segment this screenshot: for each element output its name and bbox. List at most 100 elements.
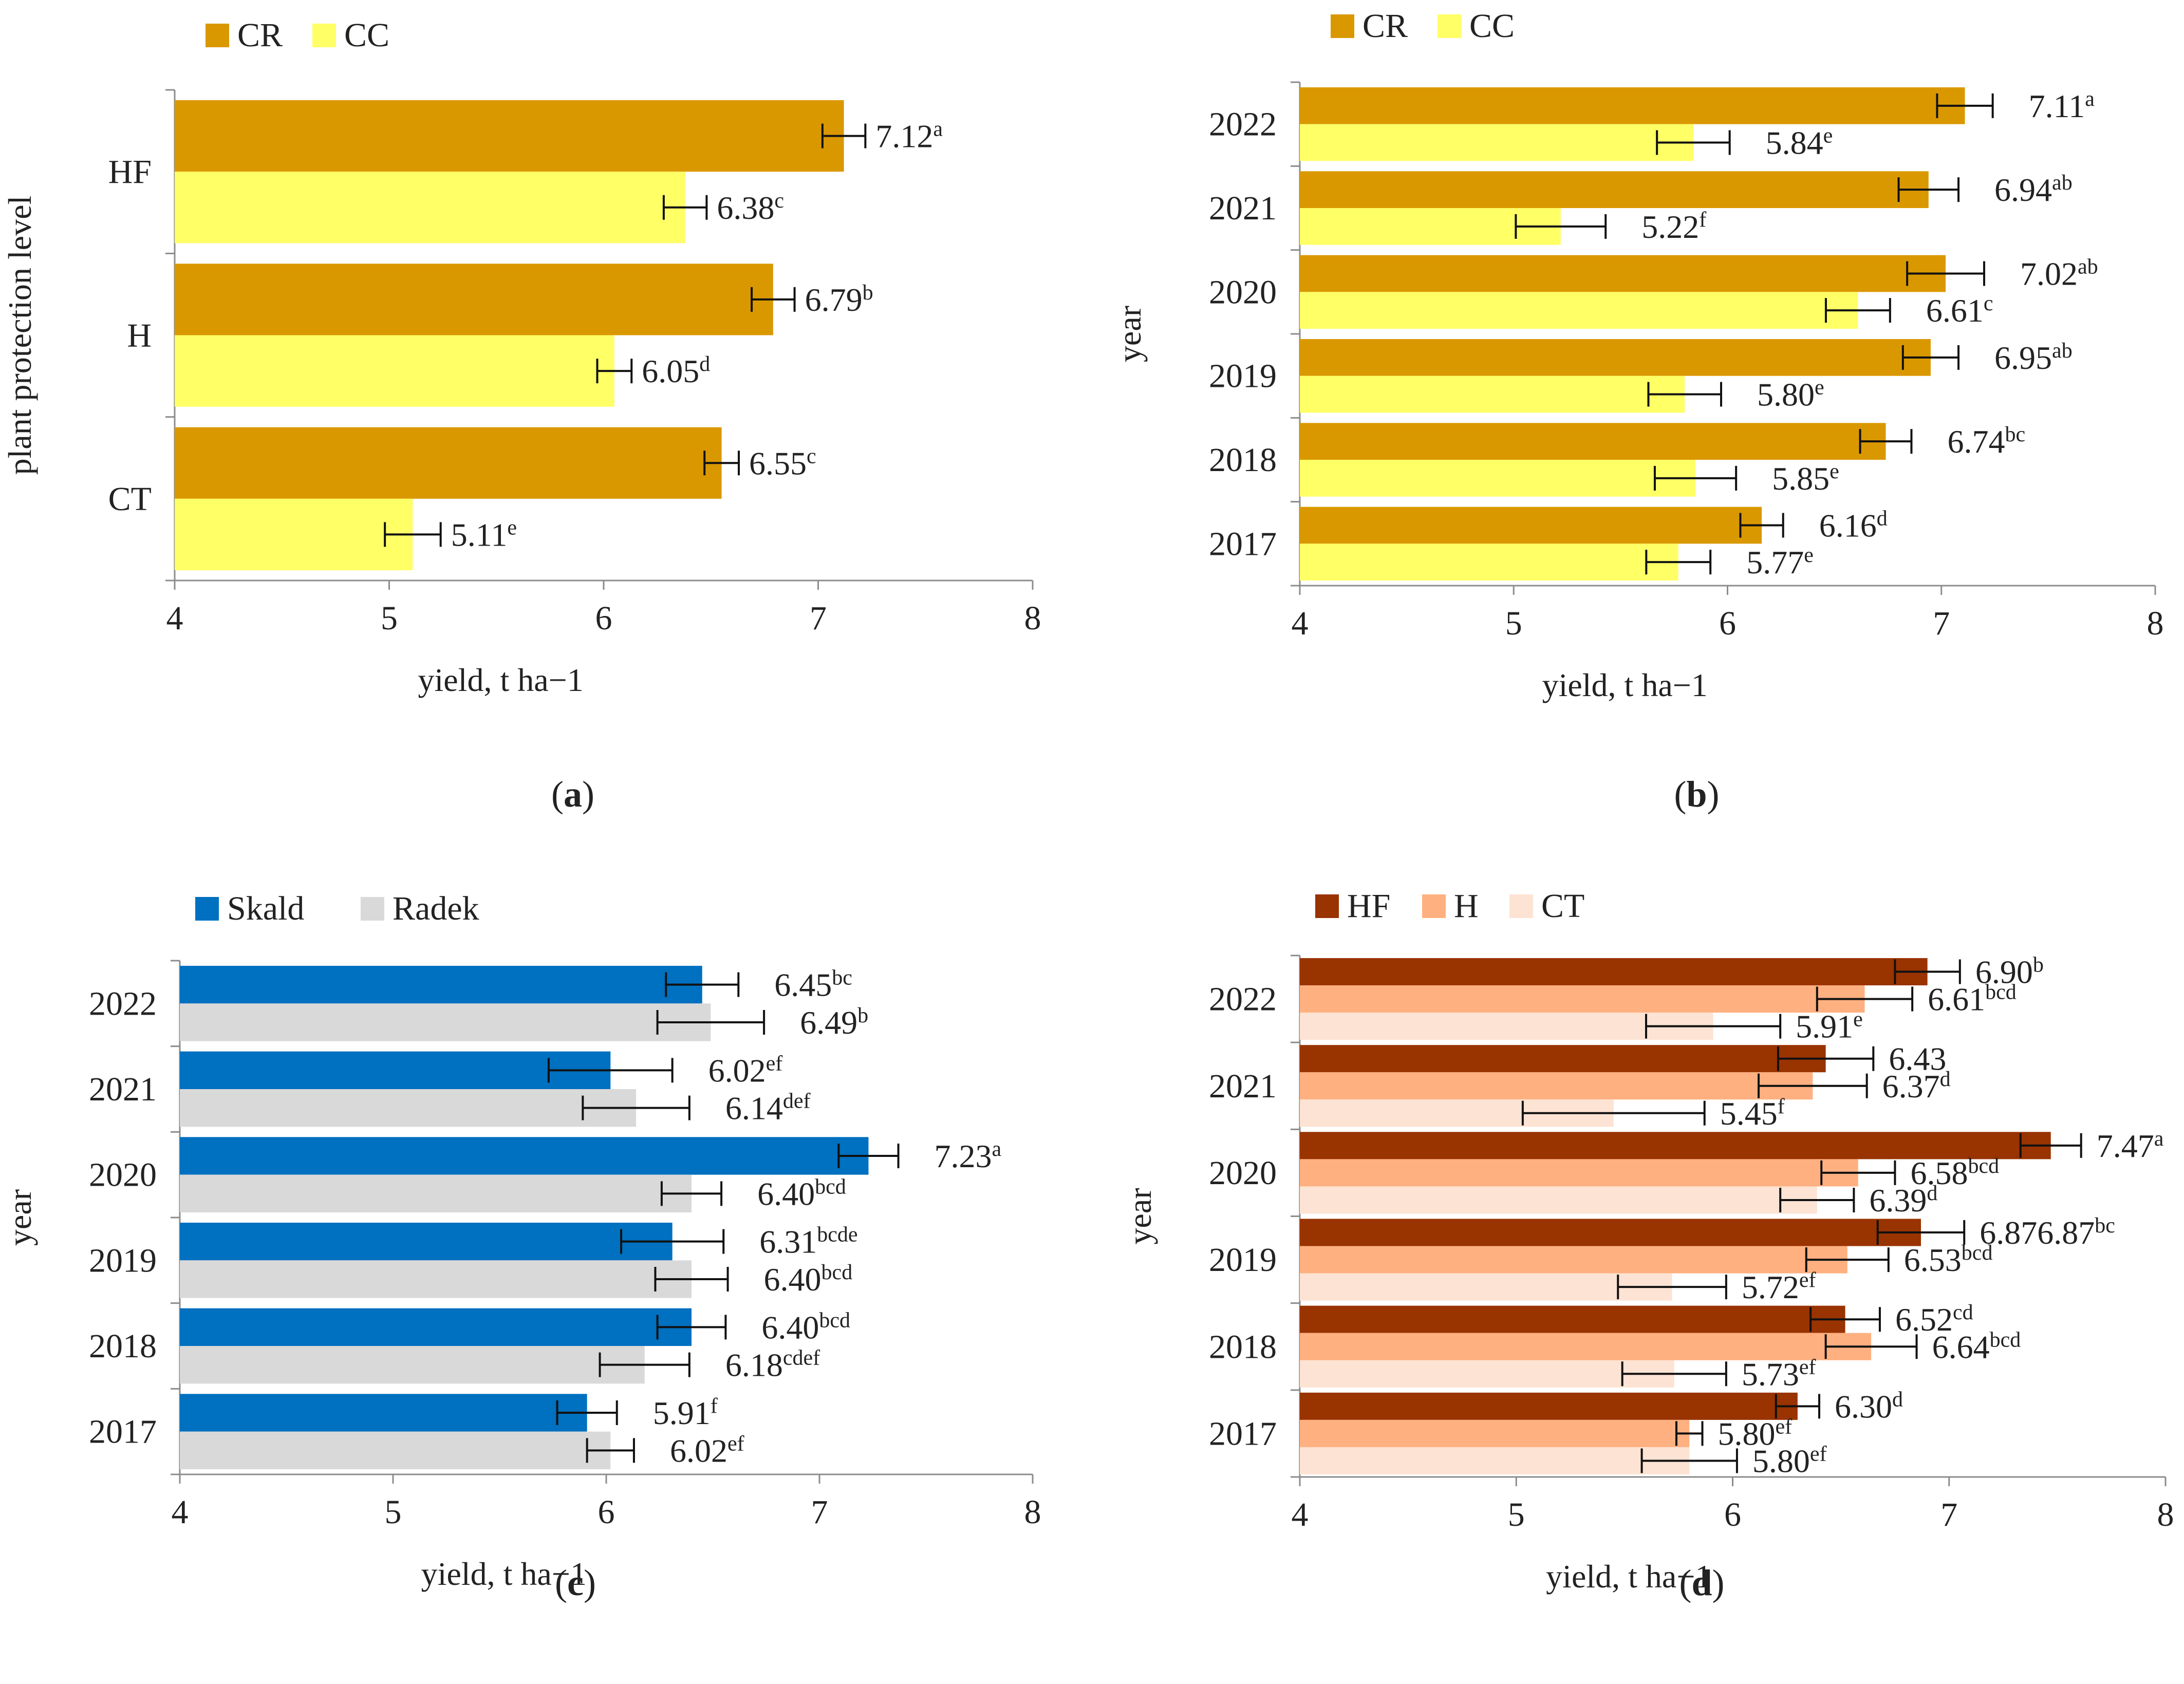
significance-letter: a bbox=[992, 1137, 1002, 1161]
bar bbox=[1300, 460, 1696, 497]
y-axis-label: year bbox=[2, 1189, 38, 1246]
data-label: 7.12a bbox=[875, 118, 943, 155]
significance-letter: bc bbox=[2095, 1214, 2115, 1238]
panel-label: (b) bbox=[1674, 774, 1719, 815]
category-label: 2020 bbox=[89, 1156, 157, 1194]
significance-letter: bc bbox=[2005, 423, 2025, 446]
bar bbox=[1300, 507, 1762, 544]
bar bbox=[1300, 1360, 1674, 1388]
x-tick-label: 6 bbox=[1719, 605, 1736, 642]
data-label: 6.64bcd bbox=[1932, 1328, 2021, 1365]
bar bbox=[1300, 1159, 1858, 1187]
significance-letter: a bbox=[2085, 87, 2095, 111]
category-label: H bbox=[127, 317, 152, 354]
data-label: 6.05d bbox=[642, 352, 710, 389]
bar bbox=[1300, 292, 1858, 329]
legend-label: Skald bbox=[227, 890, 304, 927]
data-label: 6.40bcd bbox=[764, 1261, 853, 1298]
category-label: 2017 bbox=[1209, 1415, 1277, 1452]
bar bbox=[1300, 1419, 1690, 1447]
x-tick-label: 5 bbox=[381, 600, 398, 637]
data-label: 6.38c bbox=[717, 189, 784, 226]
legend-swatch bbox=[195, 897, 219, 921]
bar bbox=[1300, 1132, 2051, 1159]
x-tick-label: 6 bbox=[595, 600, 612, 637]
category-label: 2021 bbox=[1209, 190, 1277, 227]
x-axis-label: yield, t ha−1 bbox=[1542, 667, 1708, 703]
significance-letter: cdef bbox=[783, 1346, 820, 1370]
significance-letter: ef bbox=[766, 1052, 783, 1075]
data-label: 6.876.87bc bbox=[1980, 1214, 2115, 1251]
legend-label: CR bbox=[1362, 7, 1408, 45]
x-tick-label: 7 bbox=[1940, 1496, 1957, 1533]
significance-letter: c bbox=[1984, 292, 1993, 315]
bar bbox=[180, 1003, 711, 1041]
significance-letter: f bbox=[1778, 1095, 1785, 1118]
category-label: 2019 bbox=[89, 1242, 157, 1279]
bar bbox=[1300, 255, 1946, 292]
significance-letter: d bbox=[1892, 1388, 1903, 1411]
x-axis-label: yield, t ha−1 bbox=[421, 1556, 587, 1592]
bar bbox=[1300, 544, 1678, 581]
category-label: 2018 bbox=[1209, 1328, 1277, 1365]
legend-label: CC bbox=[1469, 7, 1515, 45]
category-label: 2022 bbox=[1209, 981, 1277, 1018]
data-label: 5.80ef bbox=[1752, 1442, 1827, 1479]
category-label: 2020 bbox=[1209, 1154, 1277, 1192]
legend-swatch bbox=[361, 897, 384, 921]
x-tick-label: 5 bbox=[1505, 605, 1522, 642]
category-label: 2019 bbox=[1209, 358, 1277, 395]
bar bbox=[1300, 124, 1693, 161]
significance-letter: cd bbox=[1953, 1301, 1973, 1324]
significance-letter: ef bbox=[1799, 1268, 1816, 1292]
bar bbox=[1300, 1072, 1813, 1100]
x-tick-label: 4 bbox=[1292, 1496, 1309, 1533]
bar bbox=[1300, 171, 1929, 208]
legend-swatch bbox=[1509, 894, 1533, 918]
significance-letter: bcd bbox=[815, 1175, 846, 1199]
significance-letter: f bbox=[711, 1394, 718, 1418]
data-label: 5.91e bbox=[1796, 1008, 1863, 1045]
bar bbox=[1300, 1305, 1845, 1333]
panel-label: (c) bbox=[555, 1562, 596, 1603]
x-tick-label: 8 bbox=[2157, 1496, 2174, 1533]
significance-letter: b bbox=[2033, 953, 2044, 977]
data-label: 6.43 bbox=[1889, 1041, 1946, 1077]
significance-letter: ef bbox=[727, 1432, 744, 1455]
x-tick-label: 8 bbox=[1024, 600, 1041, 637]
data-label: 5.91f bbox=[653, 1394, 718, 1431]
bar bbox=[180, 1051, 611, 1089]
category-label: 2020 bbox=[1209, 273, 1277, 311]
significance-letter: c bbox=[807, 444, 816, 468]
bar bbox=[180, 1260, 692, 1298]
data-label: 6.55c bbox=[749, 444, 816, 481]
significance-letter: e bbox=[1830, 460, 1839, 483]
bar bbox=[180, 1431, 611, 1469]
category-label: 2021 bbox=[1209, 1068, 1277, 1105]
data-label: 6.49b bbox=[800, 1004, 868, 1041]
legend-label: CT bbox=[1541, 887, 1584, 925]
x-tick-label: 7 bbox=[810, 600, 827, 637]
data-label: 5.77e bbox=[1746, 544, 1814, 581]
category-label: 2021 bbox=[89, 1071, 157, 1108]
significance-letter: ab bbox=[2052, 171, 2073, 195]
significance-letter: d bbox=[1877, 507, 1888, 531]
data-label: 5.22f bbox=[1641, 208, 1706, 245]
legend-label: CR bbox=[237, 16, 283, 54]
x-tick-label: 4 bbox=[166, 600, 183, 637]
data-label: 6.02ef bbox=[670, 1432, 744, 1469]
legend-swatch bbox=[1422, 894, 1446, 918]
data-label: 5.85e bbox=[1772, 460, 1839, 497]
bar bbox=[1300, 958, 1928, 986]
data-label: 7.11a bbox=[2029, 87, 2095, 124]
significance-letter: d bbox=[1940, 1068, 1951, 1091]
data-label: 6.53bcd bbox=[1904, 1241, 1993, 1278]
category-label: 2022 bbox=[89, 985, 157, 1022]
bar bbox=[1300, 1186, 1817, 1214]
x-tick-label: 7 bbox=[1933, 605, 1950, 642]
data-label: 7.23a bbox=[935, 1137, 1002, 1174]
data-label: 6.39d bbox=[1869, 1182, 1937, 1219]
bar bbox=[180, 1394, 587, 1432]
